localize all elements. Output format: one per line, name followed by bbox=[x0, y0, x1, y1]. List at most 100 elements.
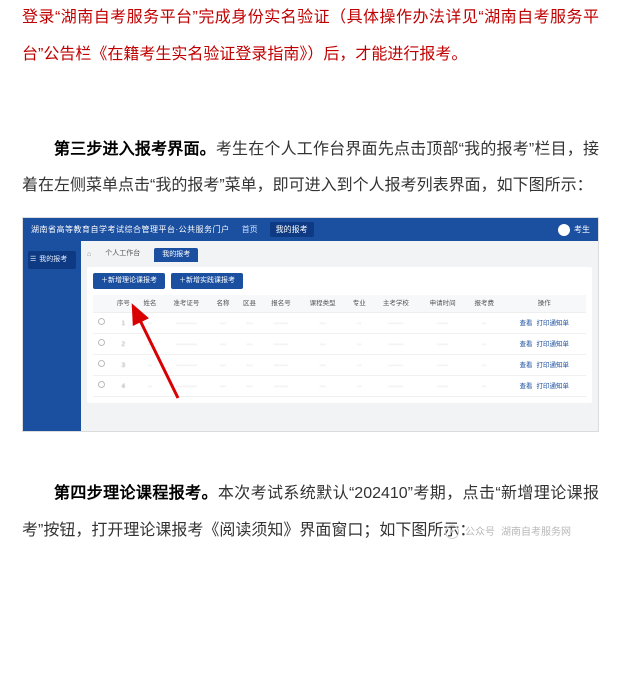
cell: ·········· bbox=[163, 355, 210, 376]
cell-ops: 查看打印通知单 bbox=[503, 376, 586, 397]
add-practice-button[interactable]: ＋新增实践课报考 bbox=[171, 273, 243, 289]
table-row: 3·······································… bbox=[93, 355, 586, 376]
col-time: 申请时间 bbox=[419, 295, 466, 313]
tab-workbench[interactable]: 个人工作台 bbox=[97, 247, 148, 263]
avatar-name: 考生 bbox=[574, 224, 590, 235]
col-major: 专业 bbox=[346, 295, 372, 313]
cell: ··· bbox=[299, 334, 346, 355]
col-title: 名称 bbox=[210, 295, 236, 313]
button-row: ＋新增理论课报考 ＋新增实践课报考 bbox=[93, 273, 586, 289]
col-op: 操作 bbox=[503, 295, 586, 313]
data-table: 序号 姓名 准考证号 名称 区县 报名号 课程类型 专业 主考学校 申请时间 报… bbox=[93, 295, 586, 397]
cell: 2 bbox=[110, 334, 136, 355]
watermark-name: 湖南自考服务网 bbox=[501, 521, 571, 544]
cell: ·········· bbox=[163, 376, 210, 397]
cell: ·· bbox=[137, 313, 163, 334]
col-school: 主考学校 bbox=[373, 295, 420, 313]
cell-ops: 查看打印通知单 bbox=[503, 355, 586, 376]
cell: ··· bbox=[299, 355, 346, 376]
op-view-link[interactable]: 查看 bbox=[520, 320, 533, 327]
shot-sidebar: ☰ 我的报考 bbox=[23, 241, 81, 431]
cell: ·· bbox=[466, 355, 503, 376]
cell: ····· bbox=[419, 313, 466, 334]
table-row: 2·······································… bbox=[93, 334, 586, 355]
home-icon: ⌂ bbox=[87, 250, 91, 260]
watermark: ✦ 公众号 湖南自考服务网 bbox=[445, 521, 571, 544]
cell: ··· bbox=[299, 376, 346, 397]
cell: ······· bbox=[263, 376, 300, 397]
platform-title: 湖南省高等教育自学考试综合管理平台·公共服务门户 bbox=[31, 224, 230, 235]
watermark-label: 公众号 bbox=[465, 521, 495, 544]
cell: ··· bbox=[210, 313, 236, 334]
row-radio[interactable] bbox=[93, 376, 110, 397]
cell: ·· bbox=[346, 313, 372, 334]
cell: ·· bbox=[466, 334, 503, 355]
cell: ····· bbox=[419, 376, 466, 397]
col-name: 姓名 bbox=[137, 295, 163, 313]
shot-topbar: 湖南省高等教育自学考试综合管理平台·公共服务门户 首页 我的报考 考生 bbox=[23, 218, 598, 241]
sidebar-item-mybaokao[interactable]: ☰ 我的报考 bbox=[28, 251, 76, 269]
cell: ······· bbox=[373, 355, 420, 376]
topnav-mybaokao[interactable]: 我的报考 bbox=[270, 222, 314, 237]
op-view-link[interactable]: 查看 bbox=[520, 383, 533, 390]
cell: ·· bbox=[137, 355, 163, 376]
cell: ··· bbox=[236, 376, 262, 397]
cell: ·· bbox=[346, 334, 372, 355]
cell: ·········· bbox=[163, 313, 210, 334]
op-view-link[interactable]: 查看 bbox=[520, 341, 533, 348]
cell: ·· bbox=[137, 376, 163, 397]
table-row: 1·······································… bbox=[93, 313, 586, 334]
op-print-link[interactable]: 打印通知单 bbox=[537, 320, 570, 327]
panel: ＋新增理论课报考 ＋新增实践课报考 序号 姓名 准考证号 名称 区县 报名号 bbox=[87, 267, 592, 403]
col-fee: 报考费 bbox=[466, 295, 503, 313]
cell: 4 bbox=[110, 376, 136, 397]
shot-body: ☰ 我的报考 ⌂ 个人工作台 我的报考 ＋新增理论课报考 ＋新增实践课报考 bbox=[23, 241, 598, 431]
cell: ····· bbox=[419, 355, 466, 376]
row-radio[interactable] bbox=[93, 334, 110, 355]
cell: ·· bbox=[466, 313, 503, 334]
col-area: 区县 bbox=[236, 295, 262, 313]
cell: ··· bbox=[236, 334, 262, 355]
cell-ops: 查看打印通知单 bbox=[503, 313, 586, 334]
cell: 3 bbox=[110, 355, 136, 376]
topbar-avatar[interactable]: 考生 bbox=[558, 224, 590, 236]
spacer bbox=[22, 86, 599, 132]
col-radio bbox=[93, 295, 110, 313]
cell: ··· bbox=[210, 334, 236, 355]
row-radio[interactable] bbox=[93, 355, 110, 376]
op-print-link[interactable]: 打印通知单 bbox=[537, 341, 570, 348]
crumb-tabs: ⌂ 个人工作台 我的报考 bbox=[87, 247, 592, 263]
cell: ······· bbox=[263, 355, 300, 376]
cell: 1 bbox=[110, 313, 136, 334]
cell-ops: 查看打印通知单 bbox=[503, 334, 586, 355]
spacer bbox=[22, 442, 599, 476]
table-header-row: 序号 姓名 准考证号 名称 区县 报名号 课程类型 专业 主考学校 申请时间 报… bbox=[93, 295, 586, 313]
cell: ·········· bbox=[163, 334, 210, 355]
step3-paragraph: 第三步进入报考界面。考生在个人工作台界面先点击顶部“我的报考”栏目，接着在左侧菜… bbox=[22, 132, 599, 206]
op-print-link[interactable]: 打印通知单 bbox=[537, 362, 570, 369]
topnav-home[interactable]: 首页 bbox=[242, 224, 258, 235]
avatar-icon bbox=[558, 224, 570, 236]
shot-main: ⌂ 个人工作台 我的报考 ＋新增理论课报考 ＋新增实践课报考 序号 姓名 准考证… bbox=[81, 241, 598, 431]
table-row: 4·······································… bbox=[93, 376, 586, 397]
cell: ······· bbox=[263, 313, 300, 334]
col-zkz: 准考证号 bbox=[163, 295, 210, 313]
cell: ·· bbox=[466, 376, 503, 397]
cell: ······· bbox=[373, 313, 420, 334]
sidebar-item-label: 我的报考 bbox=[39, 255, 67, 265]
step3-title: 第三步进入报考界面。 bbox=[54, 141, 216, 158]
op-view-link[interactable]: 查看 bbox=[520, 362, 533, 369]
col-seq: 序号 bbox=[110, 295, 136, 313]
op-print-link[interactable]: 打印通知单 bbox=[537, 383, 570, 390]
cell: ······· bbox=[373, 376, 420, 397]
cell: ··· bbox=[299, 313, 346, 334]
screenshot-panel: 湖南省高等教育自学考试综合管理平台·公共服务门户 首页 我的报考 考生 ☰ 我的… bbox=[22, 217, 599, 432]
intro-red-text: 登录“湖南自考服务平台”完成身份实名验证（具体操作办法详见“湖南自考服务平台”公… bbox=[22, 0, 599, 74]
cell: ··· bbox=[236, 313, 262, 334]
row-radio[interactable] bbox=[93, 313, 110, 334]
cell: ··· bbox=[236, 355, 262, 376]
cell: ·· bbox=[346, 376, 372, 397]
add-theory-button[interactable]: ＋新增理论课报考 bbox=[93, 273, 165, 289]
cell: ·· bbox=[137, 334, 163, 355]
tab-mybaokao[interactable]: 我的报考 bbox=[154, 248, 198, 262]
